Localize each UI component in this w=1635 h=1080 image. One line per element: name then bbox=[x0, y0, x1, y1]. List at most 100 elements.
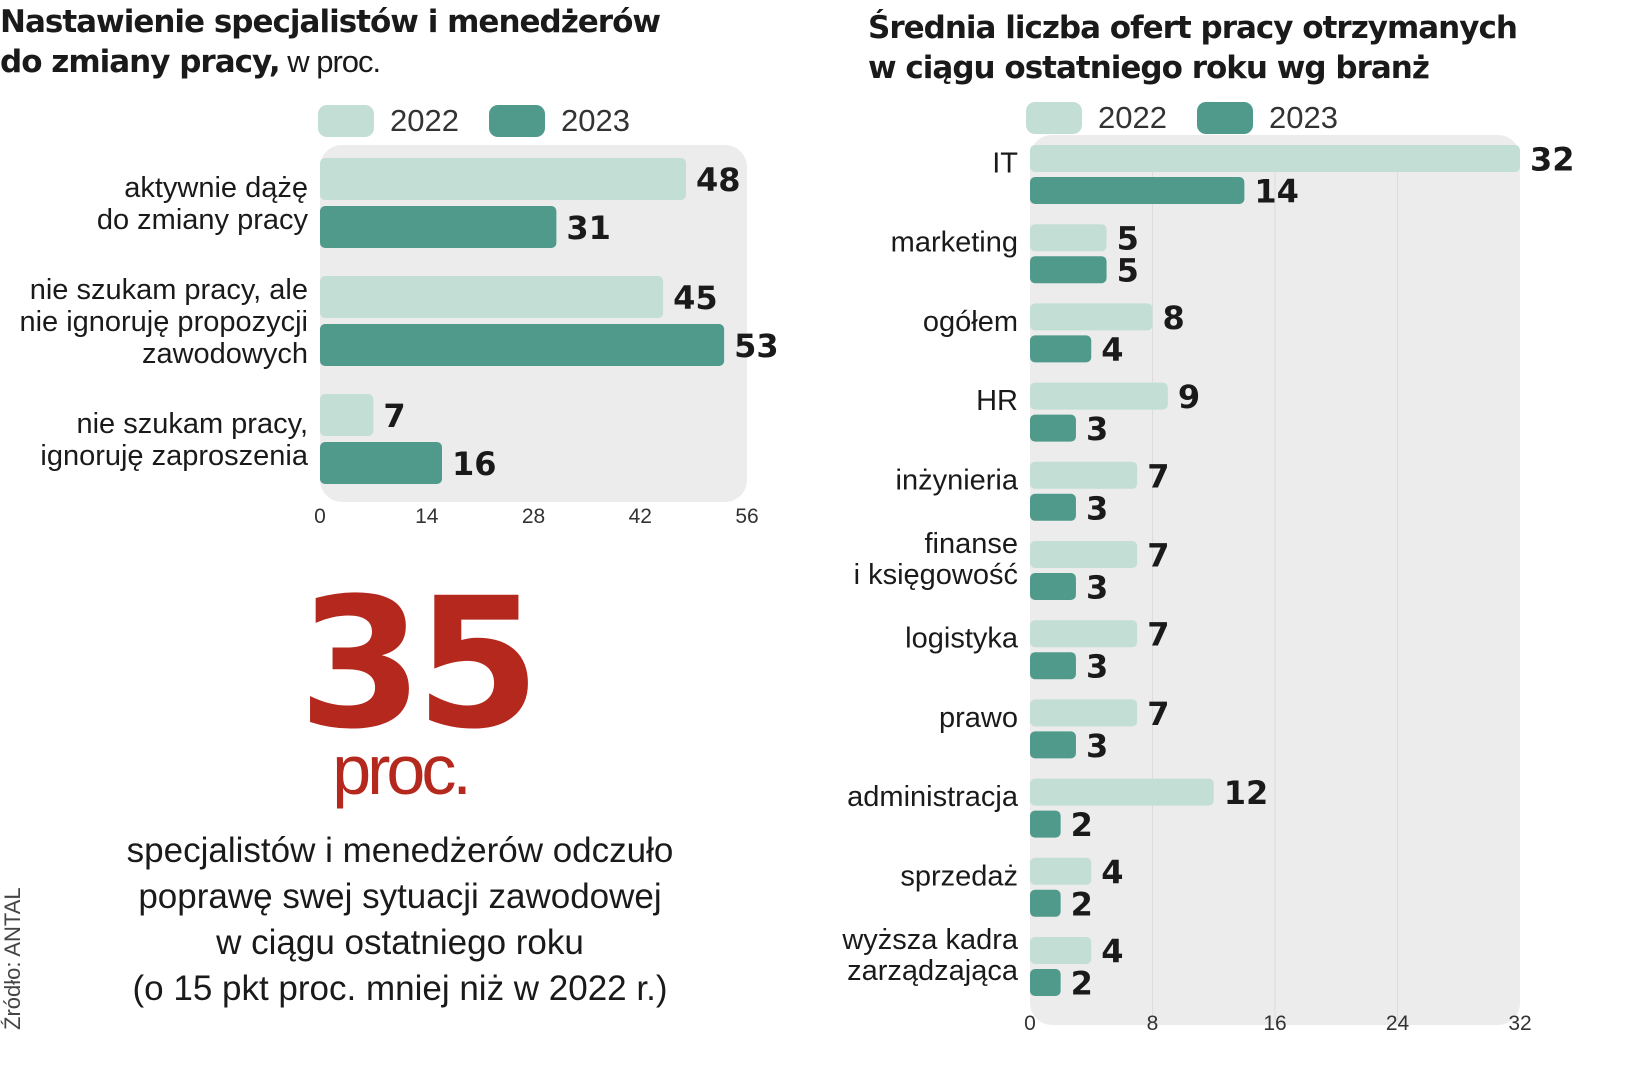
legend-item-2023: 2023 bbox=[488, 103, 630, 139]
bar-2023 bbox=[1030, 889, 1061, 917]
bar-2022 bbox=[1030, 303, 1153, 331]
value-label-2022: 32 bbox=[1530, 141, 1575, 179]
bar-2023 bbox=[1030, 177, 1245, 204]
bar-2023 bbox=[1030, 414, 1076, 442]
category-label: ogółem bbox=[923, 306, 1018, 338]
category-label-line: wyższa kadra bbox=[841, 924, 1019, 956]
left-title-line-1: Nastawienie specjalistów i menedżerów bbox=[0, 4, 661, 40]
category-label-line: zarządzająca bbox=[847, 955, 1019, 987]
category-label: HR bbox=[976, 385, 1018, 417]
x-tick-label: 14 bbox=[415, 505, 439, 528]
bar-2022 bbox=[1030, 224, 1107, 252]
highlight-description: specjalistów i menedżerów odczuło popraw… bbox=[80, 828, 720, 1012]
category-label: prawo bbox=[939, 702, 1018, 734]
highlight-line-3: w ciągu ostatniego roku bbox=[216, 923, 584, 962]
legend-label-2023: 2023 bbox=[560, 103, 630, 138]
category-label-line: logistyka bbox=[905, 623, 1019, 655]
value-label-2023: 3 bbox=[1086, 648, 1108, 686]
value-label-2023: 14 bbox=[1254, 173, 1299, 211]
category-label-line: nie szukam pracy, ale bbox=[30, 274, 308, 306]
bar-2023 bbox=[1030, 493, 1076, 521]
bar-2022 bbox=[320, 394, 374, 436]
value-label-2023: 53 bbox=[734, 327, 779, 365]
right-legend: 2022 2023 bbox=[1026, 100, 1368, 136]
value-label-2022: 5 bbox=[1117, 220, 1139, 258]
category-label: sprzedaż bbox=[900, 860, 1018, 892]
category-label: marketing bbox=[891, 227, 1018, 259]
bar-2023 bbox=[320, 442, 442, 484]
category-label-line: marketing bbox=[891, 227, 1018, 259]
bar-2022 bbox=[1030, 620, 1138, 648]
category-label-line: prawo bbox=[939, 702, 1018, 734]
value-label-2022: 12 bbox=[1224, 774, 1269, 812]
category-label-line: ignoruję zaproszenia bbox=[40, 440, 308, 472]
value-label-2023: 31 bbox=[566, 209, 611, 247]
value-label-2023: 3 bbox=[1086, 569, 1108, 607]
category-label-line: IT bbox=[992, 148, 1018, 180]
bar-2023 bbox=[1030, 652, 1076, 680]
value-label-2023: 2 bbox=[1071, 885, 1093, 923]
bar-2023 bbox=[1030, 573, 1076, 600]
value-label-2022: 45 bbox=[673, 279, 718, 317]
category-label-line: nie szukam pracy, bbox=[76, 408, 308, 440]
category-label: inżynieria bbox=[896, 464, 1019, 496]
bar-2022 bbox=[1030, 541, 1138, 568]
value-label-2023: 2 bbox=[1071, 806, 1093, 844]
bar-2023 bbox=[1030, 256, 1107, 284]
bar-2023 bbox=[320, 324, 725, 366]
bar-2022 bbox=[1030, 937, 1092, 964]
category-label-line: aktywnie dążę bbox=[124, 172, 308, 204]
x-tick-label: 28 bbox=[522, 505, 545, 528]
x-tick-label: 42 bbox=[629, 505, 652, 528]
value-label-2022: 4 bbox=[1101, 933, 1123, 971]
category-label: nie szukam pracy, ignoruję zaproszenia bbox=[40, 408, 308, 472]
category-label-line: nie ignoruję propozycji bbox=[19, 306, 308, 338]
category-label-line: do zmiany pracy bbox=[97, 204, 309, 236]
value-label-2022: 7 bbox=[383, 397, 405, 435]
legend-label-2023: 2023 bbox=[1268, 100, 1338, 135]
bar-2022 bbox=[1030, 857, 1092, 885]
highlight-line-4: (o 15 pkt proc. mniej niż w 2022 r.) bbox=[132, 969, 668, 1008]
legend-label-2022: 2022 bbox=[1098, 100, 1167, 135]
x-tick-label: 0 bbox=[1024, 1012, 1036, 1035]
bar-2023 bbox=[1030, 731, 1076, 759]
left-bar-chart: 48 31 aktywnie dążę do zmiany pracy 45 53 nie … bbox=[19, 145, 779, 528]
value-label-2022: 7 bbox=[1147, 616, 1169, 654]
category-label-line: inżynieria bbox=[896, 464, 1019, 496]
value-label-2023: 2 bbox=[1071, 965, 1093, 1003]
bar-2022 bbox=[320, 158, 686, 200]
x-tick-label: 16 bbox=[1263, 1012, 1286, 1035]
legend-item-2022: 2022 bbox=[1026, 100, 1167, 136]
left-chart-title: Nastawienie specjalistów i menedżerów do… bbox=[0, 2, 661, 82]
value-label-2022: 48 bbox=[696, 161, 741, 199]
value-label-2023: 5 bbox=[1117, 252, 1139, 290]
highlight-line-1: specjalistów i menedżerów odczuło bbox=[126, 831, 674, 870]
legend-swatch-2023 bbox=[1196, 102, 1253, 134]
category-label: wyższa kadra zarządzająca bbox=[841, 924, 1019, 987]
category-label-line: i księgowość bbox=[854, 559, 1018, 591]
x-tick-label: 24 bbox=[1386, 1012, 1410, 1035]
legend-swatch-2023 bbox=[488, 105, 545, 137]
value-label-2023: 3 bbox=[1086, 410, 1108, 448]
category-label: nie szukam pracy, ale nie ignoruję propoz… bbox=[19, 274, 308, 370]
category-label: logistyka bbox=[905, 623, 1019, 655]
bar-2022 bbox=[1030, 699, 1138, 727]
category-label-line: zawodowych bbox=[142, 338, 308, 370]
left-title-line-2: do zmiany pracy, bbox=[0, 44, 281, 80]
x-tick-label: 56 bbox=[735, 505, 758, 528]
value-label-2022: 8 bbox=[1163, 299, 1185, 337]
x-tick-label: 0 bbox=[314, 505, 326, 528]
bar-2023 bbox=[1030, 810, 1061, 838]
value-label-2022: 7 bbox=[1147, 537, 1169, 575]
highlight-unit: proc. bbox=[332, 731, 472, 809]
bar-2022 bbox=[1030, 382, 1168, 410]
legend-item-2022: 2022 bbox=[318, 103, 459, 139]
value-label-2022: 7 bbox=[1147, 695, 1169, 733]
right-bar-chart: 3214IT55marketing84ogółem93HR73inżynieri… bbox=[841, 135, 1575, 1035]
bar-2022 bbox=[320, 276, 664, 318]
category-label: finanse i księgowość bbox=[854, 528, 1018, 591]
highlight-number: 35 bbox=[298, 560, 541, 769]
x-tick-label: 8 bbox=[1147, 1012, 1159, 1035]
value-label-2023: 3 bbox=[1086, 727, 1108, 765]
category-label: aktywnie dążę do zmiany pracy bbox=[97, 172, 309, 236]
